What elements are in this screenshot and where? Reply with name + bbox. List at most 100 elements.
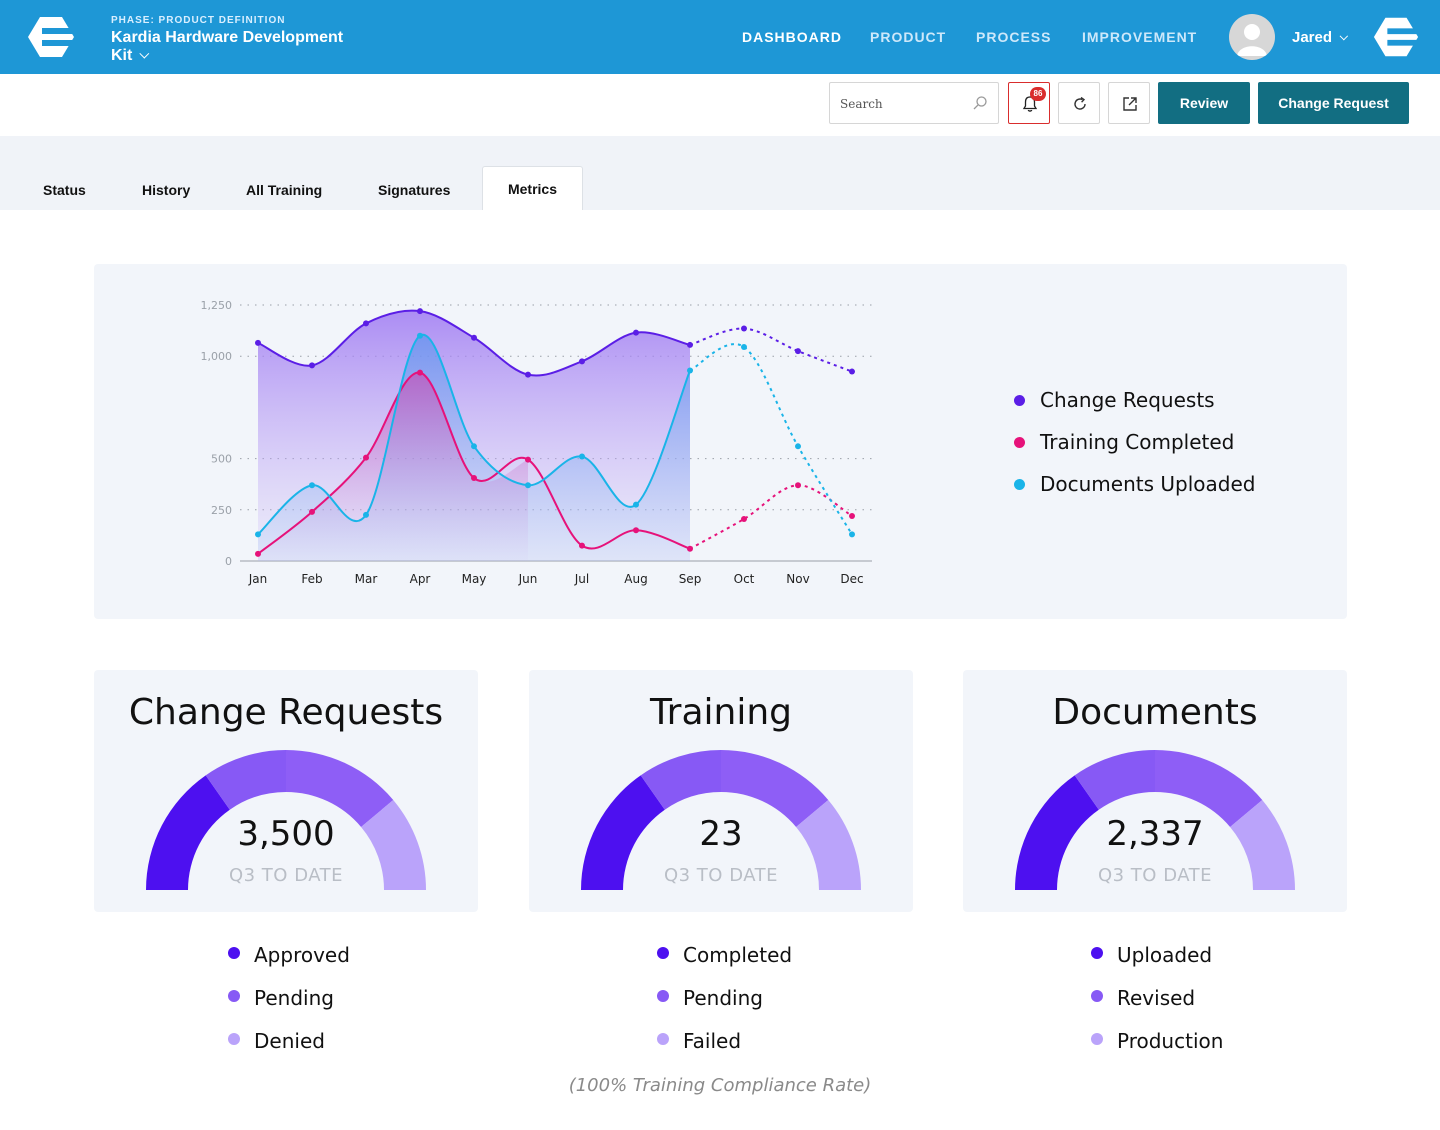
gauge-segment-1 <box>581 775 665 890</box>
y-tick-label: 0 <box>225 555 232 568</box>
legend-item: Approved <box>228 942 350 985</box>
training-completed-point <box>741 516 747 523</box>
training-completed-line <box>257 371 691 555</box>
card-title: Training <box>649 692 793 733</box>
refresh-button[interactable] <box>1058 82 1100 124</box>
chevron-down-icon <box>139 48 150 59</box>
change-requests-forecast-line <box>689 327 853 373</box>
legend-item: Pending <box>657 985 792 1028</box>
legend-item: Failed <box>657 1028 792 1071</box>
x-tick-label: Aug <box>624 572 647 586</box>
training-completed-point <box>525 456 531 463</box>
legend-label: Pending <box>254 986 334 1010</box>
documents-uploaded-point <box>363 511 369 518</box>
change-requests-point <box>255 339 261 346</box>
project-selector[interactable]: Kardia Hardware Development Kit <box>111 29 361 65</box>
documents-uploaded-point <box>255 531 261 538</box>
change-request-button[interactable]: Change Request <box>1258 82 1409 124</box>
external-link-icon <box>1123 97 1137 111</box>
avatar[interactable] <box>1229 14 1275 60</box>
gauge-segment-2b <box>721 750 829 828</box>
search-icon[interactable] <box>972 95 988 111</box>
metrics-chart-panel: 0 250 500 1,000 1,250 Jan Feb Mar Apr May Jun Jul Au… <box>94 264 1347 619</box>
training-completed-point <box>633 527 639 534</box>
legend-dot <box>657 947 669 959</box>
legend-item: Denied <box>228 1028 350 1071</box>
project-name: Kardia Hardware Development Kit <box>111 29 344 64</box>
documents-uploaded-point <box>471 443 477 450</box>
x-tick-label: Feb <box>301 572 322 586</box>
gauge-segment-1 <box>146 775 230 890</box>
brand-logo-icon[interactable] <box>26 14 76 60</box>
gauge-caption: Q3 TO DATE <box>228 865 344 886</box>
legend-label: Completed <box>683 943 793 967</box>
x-tick-label: Oct <box>734 572 755 586</box>
legend-item-documents-uploaded[interactable]: Documents Uploaded <box>1014 472 1255 514</box>
gauge-segment-2b <box>1155 750 1263 828</box>
gauge-legend-documents: Uploaded Revised Production <box>1091 942 1223 1071</box>
legend-dot <box>228 990 240 1002</box>
search-box[interactable] <box>829 82 999 124</box>
brand-logo-icon[interactable] <box>1372 14 1420 60</box>
legend-item: Uploaded <box>1091 942 1223 985</box>
documents-uploaded-forecast-line <box>689 343 853 535</box>
legend-item-change-requests[interactable]: Change Requests <box>1014 388 1255 430</box>
x-tick-label: May <box>462 572 487 586</box>
change-requests-point <box>795 348 801 355</box>
gauge-value: 2,337 <box>1106 814 1204 854</box>
legend-label: Documents Uploaded <box>1040 472 1256 496</box>
nav-improvement[interactable]: IMPROVEMENT <box>1082 29 1198 45</box>
nav-product[interactable]: PRODUCT <box>870 29 947 45</box>
gauge-segment-3 <box>361 800 426 890</box>
change-requests-point <box>741 325 747 332</box>
documents-uploaded-line <box>257 333 691 536</box>
legend-label: Failed <box>683 1029 742 1053</box>
legend-label: Change Requests <box>1040 388 1215 412</box>
documents-uploaded-point <box>795 443 801 450</box>
legend-dot <box>1014 395 1025 406</box>
review-button[interactable]: Review <box>1158 82 1250 124</box>
notification-badge: 86 <box>1030 87 1046 101</box>
gauge-caption: Q3 TO DATE <box>663 865 779 886</box>
legend-label: Revised <box>1117 986 1196 1010</box>
nav-process[interactable]: PROCESS <box>976 29 1052 45</box>
documents-uploaded-point <box>525 482 531 489</box>
user-menu[interactable]: Jared <box>1292 29 1349 46</box>
training-completed-point <box>795 482 801 489</box>
phase-label: PHASE: PRODUCT DEFINITION <box>111 15 286 26</box>
legend-label: Training Completed <box>1040 430 1235 454</box>
documents-uploaded-point <box>417 332 423 339</box>
user-icon <box>1237 24 1267 56</box>
gauge-legend-training: Completed Pending Failed <box>657 942 792 1071</box>
x-tick-label: Jul <box>574 572 589 586</box>
documents-uploaded-point <box>309 482 315 489</box>
training-completed-point <box>687 545 693 552</box>
legend-item-training-completed[interactable]: Training Completed <box>1014 430 1255 472</box>
tab-history[interactable]: History <box>142 182 191 198</box>
chart-legend: Change Requests Training Completed Docum… <box>1014 388 1255 514</box>
change-requests-point <box>525 371 531 378</box>
tab-all-training[interactable]: All Training <box>246 182 323 198</box>
top-navigation-bar: PHASE: PRODUCT DEFINITION Kardia Hardwar… <box>0 0 1440 74</box>
nav-dashboard[interactable]: DASHBOARD <box>742 29 842 45</box>
search-input[interactable] <box>840 94 970 114</box>
gauge-caption: Q3 TO DATE <box>1097 865 1213 886</box>
open-external-button[interactable] <box>1108 82 1150 124</box>
x-tick-label: Jan <box>248 572 268 586</box>
notifications-button[interactable]: 86 <box>1008 82 1050 124</box>
training-completed-point <box>363 454 369 461</box>
training-completed-area <box>258 372 528 561</box>
card-title: Change Requests <box>128 692 444 733</box>
gauge-arc <box>1015 750 1295 890</box>
tab-status[interactable]: Status <box>43 182 86 198</box>
tab-metrics[interactable]: Metrics <box>482 166 583 210</box>
legend-dot <box>1091 1033 1103 1045</box>
legend-item: Production <box>1091 1028 1223 1071</box>
legend-label: Production <box>1117 1029 1224 1053</box>
tab-signatures[interactable]: Signatures <box>378 182 451 198</box>
change-requests-point <box>309 362 315 369</box>
legend-dot <box>1091 947 1103 959</box>
x-tick-label: Jun <box>518 572 538 586</box>
y-tick-label: 500 <box>211 453 232 466</box>
training-completed-point <box>309 508 315 515</box>
